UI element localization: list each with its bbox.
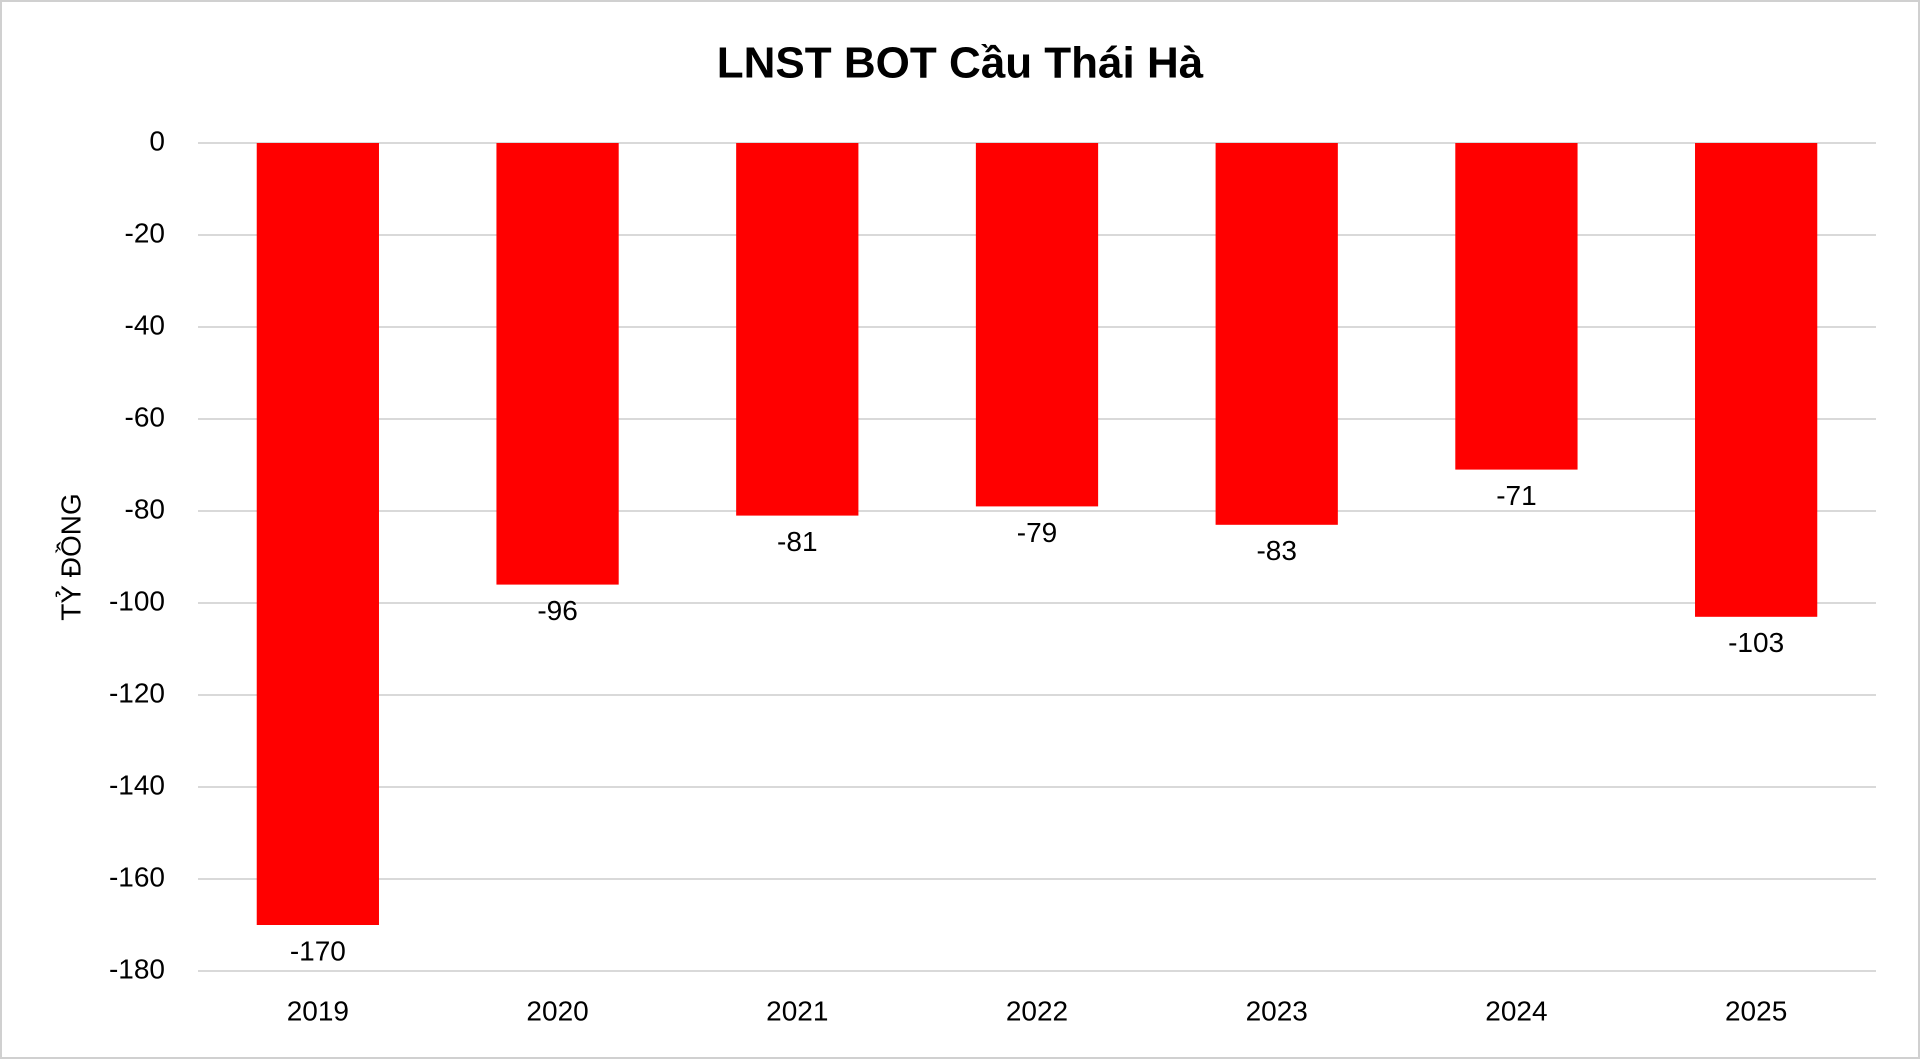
bar [256,143,379,925]
data-label: -71 [1496,480,1536,511]
y-tick-label: -120 [109,677,165,708]
bar [736,143,859,516]
data-label: -83 [1256,535,1296,566]
x-tick-label: 2019 [287,995,349,1026]
y-tick-label: -100 [109,585,165,616]
data-label: -81 [777,526,817,557]
bar [975,143,1099,507]
y-tick-label: -60 [125,401,165,432]
data-label: -170 [290,935,346,966]
data-label: -103 [1728,627,1784,658]
bar [1695,143,1818,617]
y-tick-label: -80 [125,493,165,524]
y-tick-label: -140 [109,769,165,800]
y-tick-label: -180 [109,953,165,984]
y-axis-label: TỶ ĐỒNG [54,493,86,621]
x-tick-label: 2023 [1246,995,1308,1026]
x-tick-label: 2024 [1485,995,1547,1026]
y-tick-label: 0 [149,125,165,156]
x-tick-label: 2022 [1006,995,1068,1026]
bar [1455,143,1578,470]
y-tick-label: -160 [109,861,165,892]
x-tick-label: 2021 [766,995,828,1026]
x-tick-label: 2020 [526,995,588,1026]
data-label: -79 [1017,517,1057,548]
x-tick-label: 2025 [1725,995,1787,1026]
data-label: -96 [537,595,577,626]
y-tick-label: -20 [125,217,165,248]
bar [1215,143,1338,525]
y-tick-label: -40 [125,309,165,340]
chart-title: LNST BOT Cầu Thái Hà [717,39,1204,88]
bar [496,143,619,585]
